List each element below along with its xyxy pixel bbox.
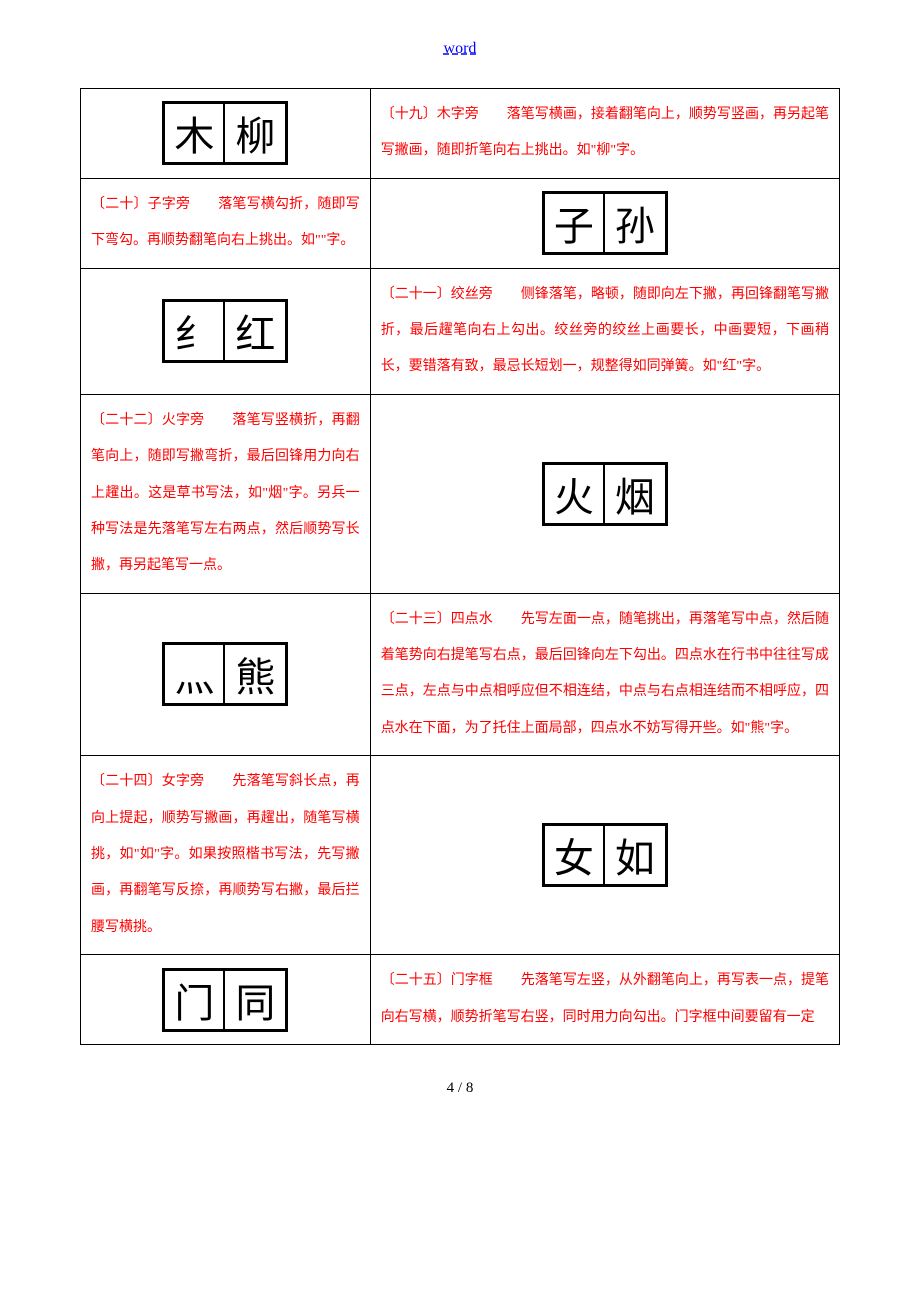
radical-char: 门 [165, 971, 225, 1029]
entry-label: 〔二十四〕女字旁 [91, 774, 204, 789]
text-cell: 〔二十一〕绞丝旁侧锋落笔，略顿，随即向左下撇，再回锋翻笔写撇折，最后趯笔向右上勾… [370, 268, 839, 394]
entry-body: 先落笔写斜长点，再向上提起，顺势写撇画，再趯出，随笔写横挑，如"如"字。如果按照… [91, 774, 360, 935]
image-cell: 门 同 [81, 955, 371, 1045]
entry-body: 落笔写竖横折，再翻笔向上，随即写撇弯折，最后回锋用力向右上趯出。这是草书写法，如… [91, 413, 360, 574]
entry-label: 〔二十五〕门字框 [381, 973, 493, 988]
entry-label: 〔二十〕子字旁 [91, 197, 190, 212]
text-cell: 〔二十五〕门字框先落笔写左竖，从外翻笔向上，再写表一点，提笔向右写横，顺势折笔写… [370, 955, 839, 1045]
radical-char: 子 [545, 194, 605, 252]
radical-char: 火 [545, 465, 605, 523]
header-link-text[interactable]: word [444, 40, 477, 59]
page-header: word [0, 40, 920, 58]
character-box: 子 孙 [542, 191, 668, 255]
radical-char: 灬 [165, 645, 225, 703]
image-cell: 木 柳 [81, 89, 371, 179]
image-cell: 纟 红 [81, 268, 371, 394]
entry-body: 先写左面一点，随笔挑出，再落笔写中点，然后随着笔势向右提笔写右点，最后回锋向左下… [381, 612, 829, 736]
text-cell: 〔二十〕子字旁落笔写横勾折，随即写下弯勾。再顺势翻笔向右上挑出。如""字。 [81, 178, 371, 268]
entry-label: 〔二十二〕火字旁 [91, 413, 204, 428]
text-cell: 〔二十四〕女字旁先落笔写斜长点，再向上提起，顺势写撇画，再趯出，随笔写横挑，如"… [81, 756, 371, 955]
page-footer: 4 / 8 [0, 1080, 920, 1097]
table-row: 纟 红 〔二十一〕绞丝旁侧锋落笔，略顿，随即向左下撇，再回锋翻笔写撇折，最后趯笔… [81, 268, 840, 394]
example-char: 柳 [225, 104, 285, 162]
radical-char: 木 [165, 104, 225, 162]
character-box: 女 如 [542, 823, 668, 887]
radical-char: 女 [545, 826, 605, 884]
character-box: 火 烟 [542, 462, 668, 526]
entry-label: 〔十九〕木字旁 [381, 107, 479, 122]
table-row: 〔二十〕子字旁落笔写横勾折，随即写下弯勾。再顺势翻笔向右上挑出。如""字。 子 … [81, 178, 840, 268]
text-cell: 〔二十二〕火字旁落笔写竖横折，再翻笔向上，随即写撇弯折，最后回锋用力向右上趯出。… [81, 394, 371, 593]
entry-label: 〔二十一〕绞丝旁 [381, 287, 493, 302]
example-char: 孙 [605, 194, 665, 252]
character-box: 门 同 [162, 968, 288, 1032]
content-table: 木 柳 〔十九〕木字旁落笔写横画，接着翻笔向上，顺势写竖画，再另起笔写撇画，随即… [80, 88, 840, 1045]
table-row: 〔二十二〕火字旁落笔写竖横折，再翻笔向上，随即写撇弯折，最后回锋用力向右上趯出。… [81, 394, 840, 593]
image-cell: 女 如 [370, 756, 839, 955]
image-cell: 火 烟 [370, 394, 839, 593]
character-box: 纟 红 [162, 299, 288, 363]
text-cell: 〔二十三〕四点水先写左面一点，随笔挑出，再落笔写中点，然后随着笔势向右提笔写右点… [370, 593, 839, 756]
table-row: 灬 熊 〔二十三〕四点水先写左面一点，随笔挑出，再落笔写中点，然后随着笔势向右提… [81, 593, 840, 756]
example-char: 熊 [225, 645, 285, 703]
character-box: 木 柳 [162, 101, 288, 165]
image-cell: 子 孙 [370, 178, 839, 268]
entry-label: 〔二十三〕四点水 [381, 612, 493, 627]
table-row: 〔二十四〕女字旁先落笔写斜长点，再向上提起，顺势写撇画，再趯出，随笔写横挑，如"… [81, 756, 840, 955]
character-box: 灬 熊 [162, 642, 288, 706]
text-cell: 〔十九〕木字旁落笔写横画，接着翻笔向上，顺势写竖画，再另起笔写撇画，随即折笔向右… [370, 89, 839, 179]
image-cell: 灬 熊 [81, 593, 371, 756]
example-char: 红 [225, 302, 285, 360]
example-char: 如 [605, 826, 665, 884]
page-sep: / [454, 1080, 466, 1096]
table-row: 门 同 〔二十五〕门字框先落笔写左竖，从外翻笔向上，再写表一点，提笔向右写横，顺… [81, 955, 840, 1045]
table-row: 木 柳 〔十九〕木字旁落笔写横画，接着翻笔向上，顺势写竖画，再另起笔写撇画，随即… [81, 89, 840, 179]
example-char: 同 [225, 971, 285, 1029]
radical-char: 纟 [165, 302, 225, 360]
example-char: 烟 [605, 465, 665, 523]
page-total: 8 [466, 1080, 474, 1096]
